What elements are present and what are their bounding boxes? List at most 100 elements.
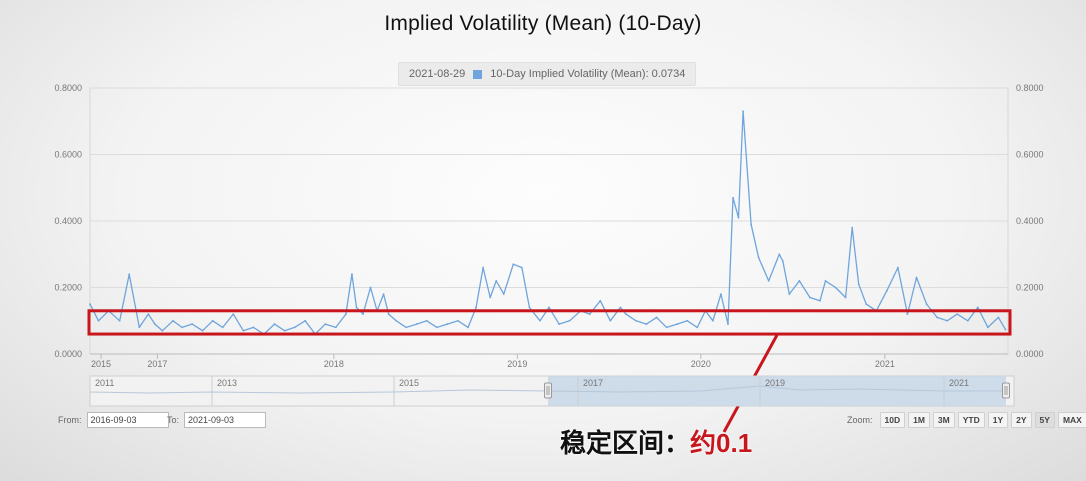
series-swatch-icon — [473, 69, 483, 79]
navigator-handle[interactable] — [1002, 382, 1010, 399]
data-point — [495, 279, 498, 282]
data-point — [446, 323, 449, 325]
data-point — [558, 323, 560, 325]
x-axis: 2015 2017 2018 2019 2020 2021 — [91, 354, 895, 369]
data-point — [936, 316, 939, 319]
zoom-button-ytd[interactable]: YTD — [957, 412, 985, 428]
navigator-handle[interactable] — [544, 382, 552, 399]
data-point — [788, 293, 791, 296]
data-point — [344, 313, 347, 315]
data-point — [324, 323, 327, 325]
data-point — [925, 303, 928, 306]
zoom-button-2y[interactable]: 2Y — [1011, 412, 1032, 428]
data-point — [382, 293, 385, 296]
zoom-button-max[interactable]: MAX — [1057, 412, 1086, 428]
series-line — [89, 110, 1007, 335]
data-point — [966, 319, 969, 322]
navigator-series — [89, 385, 1006, 394]
zoom-label: Zoom: — [847, 415, 873, 425]
zoom-button-1y[interactable]: 1Y — [987, 412, 1009, 428]
range-from-label: From: — [58, 415, 82, 425]
data-point — [415, 323, 418, 325]
zoom-button-3m[interactable]: 3M — [932, 412, 955, 428]
data-point — [844, 296, 847, 299]
data-point — [539, 319, 541, 322]
to-date-input[interactable] — [184, 412, 267, 428]
data-point — [355, 306, 358, 309]
data-point — [568, 319, 571, 322]
data-point — [676, 323, 679, 325]
data-point — [781, 260, 784, 262]
data-point — [89, 303, 91, 306]
x-tick-label: 2019 — [507, 359, 527, 369]
data-point — [283, 329, 286, 332]
annotation-label: 稳定区间： — [560, 428, 691, 458]
grid-lines — [89, 87, 1009, 355]
y-tick-label-left: 0.6000 — [54, 150, 82, 160]
data-point — [138, 326, 141, 329]
data-point — [232, 313, 235, 315]
navigator-tick-label: 2021 — [949, 378, 969, 388]
data-point — [161, 329, 164, 332]
data-point — [997, 316, 1000, 319]
data-point — [118, 319, 121, 322]
data-point — [128, 273, 131, 276]
zoom-button-1m[interactable]: 1M — [908, 412, 930, 428]
data-point — [809, 296, 811, 299]
from-date-input[interactable] — [86, 412, 169, 428]
range-to-label: To: — [167, 415, 180, 425]
data-point — [435, 326, 438, 329]
data-point — [946, 319, 949, 322]
data-point — [482, 266, 485, 269]
data-point — [619, 306, 622, 309]
data-point — [645, 323, 648, 325]
data-point — [528, 306, 531, 309]
data-point — [857, 283, 860, 286]
data-point — [956, 313, 959, 315]
data-point — [191, 323, 193, 325]
stable-range-annotation: 稳定区间：约0.1 — [560, 423, 752, 460]
data-point — [696, 326, 699, 329]
navigator-tick-label: 2013 — [217, 378, 237, 388]
y-axis-right: 0.0000 0.2000 0.4000 0.6000 0.8000 — [1016, 83, 1044, 359]
data-point — [757, 256, 760, 259]
data-point — [147, 313, 150, 315]
data-point — [520, 266, 523, 269]
data-point — [304, 319, 307, 322]
data-point — [242, 329, 245, 332]
data-point — [1004, 328, 1007, 331]
data-point — [97, 319, 100, 322]
data-point — [834, 286, 837, 289]
navigator-tick-label: 2017 — [583, 378, 603, 388]
navigator[interactable]: 2011 2013 2015 2017 2019 2021 — [89, 375, 1015, 407]
data-point — [798, 279, 801, 282]
data-point — [351, 273, 353, 276]
navigator-tick-label: 2019 — [765, 378, 785, 388]
data-point — [457, 319, 459, 322]
data-point — [405, 326, 408, 329]
data-point — [395, 319, 398, 322]
data-point — [742, 110, 744, 113]
zoom-controls: Zoom: 10D 1M 3M YTD 1Y 2Y 5Y MAX — [847, 412, 1086, 428]
data-point — [655, 316, 658, 319]
data-point — [512, 263, 515, 266]
y-tick-label-right: 0.6000 — [1016, 150, 1044, 160]
zoom-button-10d[interactable]: 10D — [879, 412, 906, 428]
zoom-button-5y[interactable]: 5Y — [1034, 412, 1055, 428]
data-point — [885, 289, 888, 292]
data-point — [489, 296, 492, 299]
data-point — [252, 326, 255, 329]
x-tick-label: 2017 — [147, 359, 167, 369]
data-point — [181, 326, 183, 329]
data-point — [362, 313, 364, 315]
data-point — [369, 286, 372, 289]
x-tick-label: 2018 — [324, 359, 344, 369]
data-point — [599, 299, 602, 302]
data-point — [915, 276, 918, 279]
annotation-value: 约0.1 — [690, 428, 753, 458]
data-point — [548, 306, 550, 309]
data-point — [686, 319, 689, 322]
series-group — [89, 110, 1007, 335]
data-point — [609, 319, 612, 322]
